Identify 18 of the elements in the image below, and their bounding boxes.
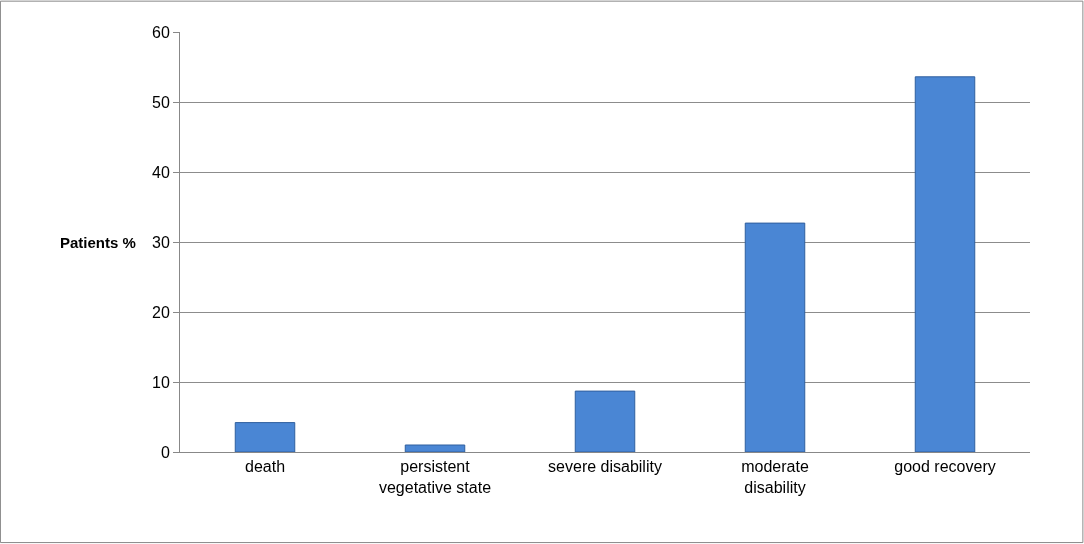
x-tick-label: persistent vegetative state xyxy=(378,458,492,496)
bar xyxy=(404,444,466,452)
y-tick-label: 0 xyxy=(160,443,170,461)
bar xyxy=(744,222,806,452)
x-tick-label: death xyxy=(244,458,286,476)
y-tick-label: 60 xyxy=(152,23,170,41)
x-tick-label: severe disability xyxy=(548,458,662,476)
y-tick-label: 20 xyxy=(152,303,170,321)
bar xyxy=(234,422,296,452)
y-tick-label: 10 xyxy=(152,373,170,391)
y-tick-label: 40 xyxy=(152,163,170,181)
bar xyxy=(574,390,636,452)
x-tick-label: moderate disability xyxy=(741,458,809,496)
bar xyxy=(914,76,976,452)
x-tick-label: good recovery xyxy=(894,458,996,476)
y-tick-label: 50 xyxy=(152,93,170,111)
y-tick-label: 30 xyxy=(152,233,170,251)
y-axis-title: Patients % xyxy=(60,234,136,251)
